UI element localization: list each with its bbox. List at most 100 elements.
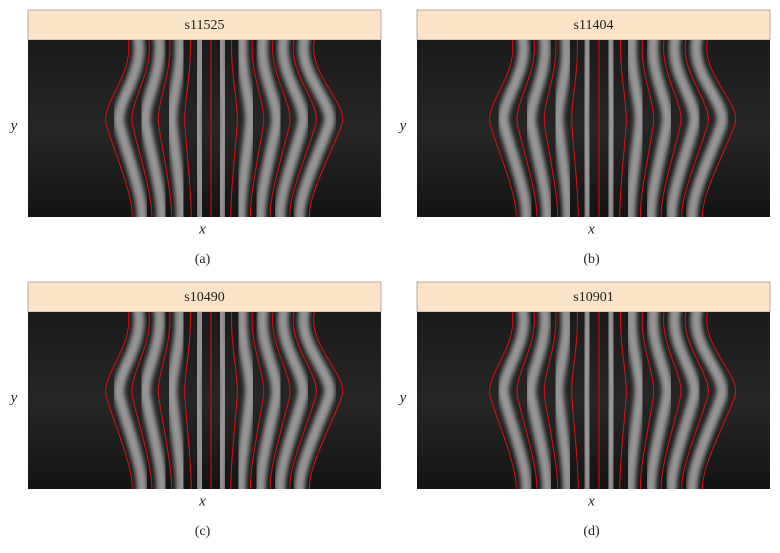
fringe	[192, 312, 207, 489]
x-axis-label: x	[198, 493, 206, 509]
fringe	[215, 312, 230, 489]
fringe-edge	[543, 40, 559, 217]
fringe	[624, 312, 646, 489]
panel-title: s11404	[574, 18, 614, 33]
fringe-edge	[308, 312, 344, 489]
fringe	[294, 312, 335, 489]
panel-title: s10490	[184, 290, 224, 305]
fringe-edge	[289, 40, 317, 217]
fringe-edge	[184, 40, 192, 217]
fringe	[552, 40, 574, 217]
fringe-edge	[489, 312, 517, 489]
panel-caption: (c)	[195, 524, 211, 539]
fringe-edge	[289, 312, 317, 489]
fringe	[603, 40, 619, 217]
fringe-edge	[639, 40, 655, 217]
fringe	[274, 312, 309, 489]
x-axis-label: x	[198, 221, 206, 237]
panel: s11404 x y (b)	[398, 9, 771, 267]
fringe-edge	[489, 40, 517, 217]
fringe	[645, 40, 673, 217]
fringe-edge	[619, 312, 627, 489]
x-axis-label: x	[587, 221, 595, 237]
fringe	[525, 312, 553, 489]
panel-title: s11525	[185, 18, 225, 33]
fringe-edge	[105, 40, 133, 217]
fringe	[235, 40, 256, 217]
fringe-edge	[571, 40, 579, 217]
fringe	[665, 312, 701, 489]
fringe	[139, 312, 168, 489]
fringe	[254, 40, 283, 217]
fringe	[645, 312, 673, 489]
panel: s10901 x y (d)	[398, 281, 771, 539]
y-axis-label: y	[398, 390, 407, 406]
x-axis-label: x	[587, 493, 595, 509]
panel-caption: (a)	[195, 252, 211, 267]
fringe-edge	[660, 40, 682, 217]
fringe-edge	[308, 40, 344, 217]
fringe	[579, 312, 595, 489]
fringe-edge	[131, 40, 153, 217]
fringe	[552, 312, 574, 489]
fringe-edge	[249, 312, 265, 489]
fringe	[192, 40, 207, 217]
panel-header	[27, 281, 382, 313]
fringe-edge	[157, 312, 173, 489]
fringe	[166, 312, 187, 489]
panel-caption: (b)	[583, 252, 600, 267]
panel-header	[27, 9, 382, 41]
fringe-edge	[660, 312, 682, 489]
y-axis-label: y	[9, 390, 18, 406]
fringe	[579, 40, 595, 217]
fringe	[254, 312, 283, 489]
fringe-edge	[619, 40, 627, 217]
fringe	[686, 312, 728, 489]
fringe	[139, 40, 168, 217]
fringe	[113, 312, 148, 489]
panel-header	[416, 9, 771, 41]
fringe	[294, 40, 335, 217]
fringe-edge	[571, 312, 579, 489]
fringe-edge	[681, 40, 709, 217]
fringe	[166, 40, 187, 217]
fringe	[215, 40, 230, 217]
fringe-edge	[105, 312, 133, 489]
fringe-edge	[131, 312, 153, 489]
fringe	[497, 312, 533, 489]
fringe	[525, 40, 553, 217]
fringe-edge	[701, 40, 737, 217]
panel-header	[416, 281, 771, 313]
y-axis-label: y	[398, 118, 407, 134]
fringe	[235, 312, 256, 489]
fringe-edge	[230, 312, 238, 489]
fringe-edge	[157, 40, 173, 217]
fringe-edge	[230, 40, 238, 217]
panel-caption: (d)	[583, 524, 600, 539]
fringe-image	[105, 312, 344, 489]
panel: s10490 x y (c)	[9, 281, 382, 539]
panel: s11525 x y (a)	[9, 9, 382, 267]
fringe	[274, 40, 309, 217]
fringe-edge	[184, 312, 192, 489]
fringe-edge	[516, 40, 538, 217]
fringe-edge	[701, 312, 737, 489]
fringe-edge	[639, 312, 655, 489]
fringe	[603, 312, 619, 489]
fringe-edge	[249, 40, 265, 217]
fringe-image	[489, 40, 737, 217]
fringe-edge	[269, 40, 291, 217]
fringe-edge	[543, 312, 559, 489]
fringe-edge	[516, 312, 538, 489]
fringe	[665, 40, 701, 217]
fringe-edge	[681, 312, 709, 489]
fringe	[113, 40, 148, 217]
fringe	[686, 40, 728, 217]
fringe	[624, 40, 646, 217]
panel-title: s10901	[573, 290, 613, 305]
fringe-image	[489, 312, 737, 489]
y-axis-label: y	[9, 118, 18, 134]
fringe	[497, 40, 533, 217]
fringe-edge	[269, 312, 291, 489]
